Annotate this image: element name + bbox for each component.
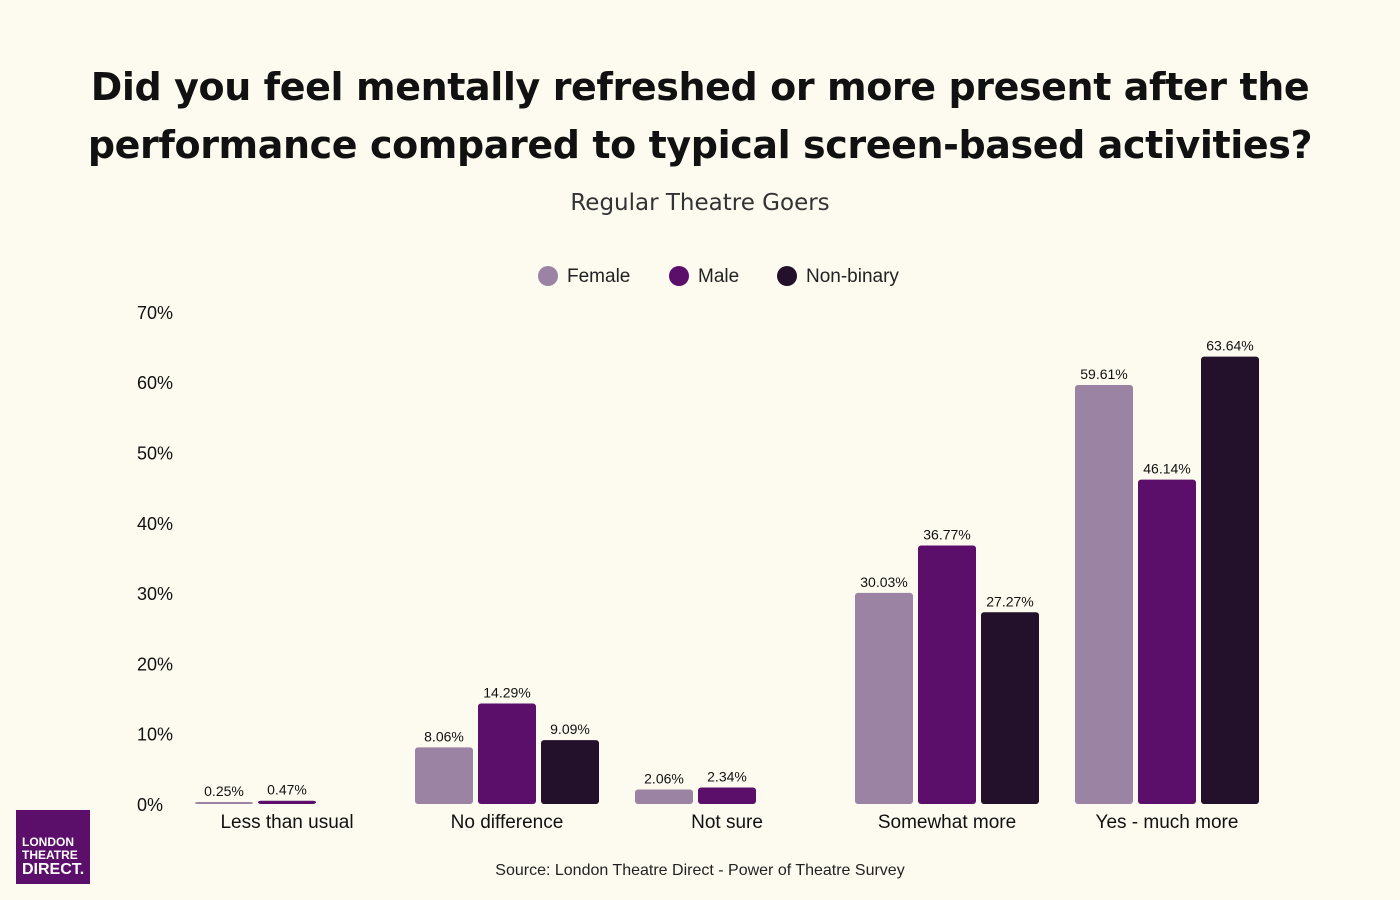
bar	[541, 740, 599, 804]
data-label: 2.06%	[644, 771, 684, 787]
data-label: 8.06%	[424, 728, 464, 744]
data-label: 59.61%	[1080, 366, 1127, 382]
legend-label: Female	[567, 266, 630, 287]
title-line-1: Did you feel mentally refreshed or more …	[90, 65, 1310, 109]
bar	[478, 703, 536, 804]
bar	[1075, 384, 1133, 804]
data-label: 27.27%	[986, 593, 1033, 609]
chart-subtitle: Regular Theatre Goers	[570, 190, 830, 216]
legend-swatch	[777, 266, 797, 286]
bar	[981, 612, 1039, 804]
x-tick-label: Somewhat more	[878, 812, 1016, 833]
legend-swatch	[669, 266, 689, 286]
y-tick-label: 0%	[137, 795, 163, 815]
bar	[415, 747, 473, 804]
y-tick-label: 60%	[137, 373, 173, 393]
data-label: 0.47%	[267, 782, 307, 798]
london-theatre-direct-logo: LONDON THEATRE DIRECT.	[16, 810, 90, 884]
x-tick-label: Not sure	[691, 812, 763, 833]
x-tick-label: Less than usual	[220, 812, 353, 833]
y-tick-label: 30%	[137, 584, 173, 604]
y-tick-label: 70%	[137, 303, 173, 323]
logo-line-1: LONDON	[22, 835, 74, 849]
bar	[195, 802, 253, 804]
data-label: 30.03%	[860, 574, 907, 590]
data-label: 9.09%	[550, 721, 590, 737]
x-tick-label: Yes - much more	[1096, 812, 1239, 833]
legend-swatch	[538, 266, 558, 286]
data-label: 0.25%	[204, 783, 244, 799]
data-label: 2.34%	[707, 769, 747, 785]
data-label: 14.29%	[483, 685, 530, 701]
data-label: 46.14%	[1143, 461, 1190, 477]
bar	[1201, 356, 1259, 804]
legend-label: Male	[698, 266, 739, 287]
y-tick-label: 10%	[137, 725, 173, 745]
logo-line-2: THEATRE	[22, 848, 78, 862]
bar	[918, 545, 976, 804]
y-tick-label: 40%	[137, 514, 173, 534]
title-line-2: performance compared to typical screen-b…	[87, 123, 1313, 167]
y-tick-label: 20%	[137, 654, 173, 674]
source-note: Source: London Theatre Direct - Power of…	[495, 862, 905, 879]
bar	[635, 789, 693, 804]
bar	[698, 787, 756, 804]
logo-line-3: DIRECT.	[22, 861, 85, 878]
y-tick-label: 50%	[137, 444, 173, 464]
legend-label: Non-binary	[806, 266, 899, 287]
data-label: 63.64%	[1206, 338, 1253, 354]
chart-title: Did you feel mentally refreshed or more …	[0, 58, 1400, 174]
bar	[855, 592, 913, 804]
data-label: 36.77%	[923, 527, 970, 543]
bar	[258, 800, 316, 804]
x-tick-label: No difference	[451, 812, 564, 833]
bar	[1138, 479, 1196, 804]
